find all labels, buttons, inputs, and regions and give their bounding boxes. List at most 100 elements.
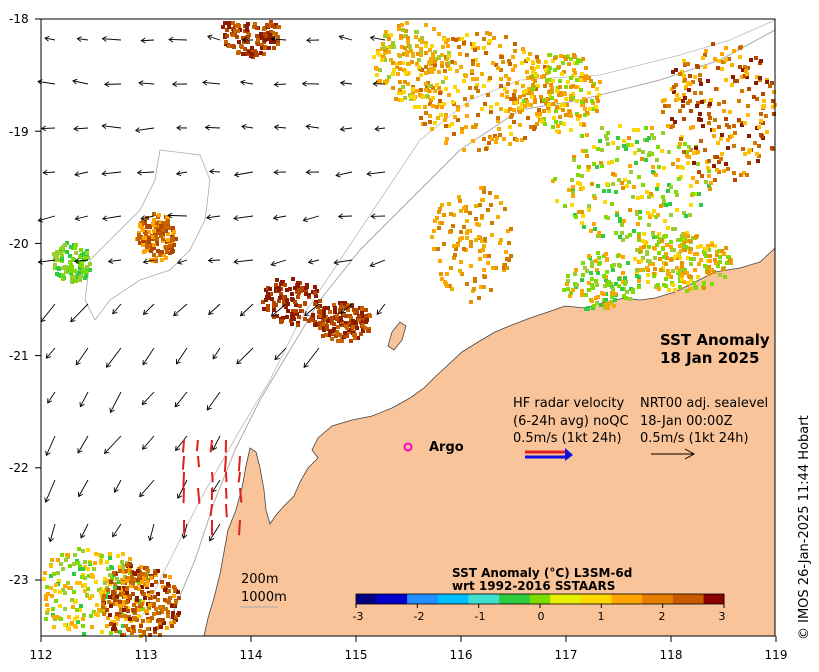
hf-legend-line2: (6-24h avg) noQC xyxy=(513,414,629,429)
sst-pixel xyxy=(587,204,591,208)
sst-pixel xyxy=(474,58,478,62)
colorbar xyxy=(355,593,725,608)
sst-pixel xyxy=(313,302,317,306)
sst-pixel xyxy=(685,150,689,154)
sst-pixel xyxy=(622,144,626,148)
sealevel-vector-head xyxy=(40,125,47,132)
sst-pixel xyxy=(161,607,165,611)
sst-pixel xyxy=(675,208,679,212)
sst-pixel xyxy=(708,116,712,120)
sst-pixel xyxy=(430,44,434,48)
sst-pixel xyxy=(747,87,751,91)
sst-pixel xyxy=(440,105,444,109)
sst-pixel xyxy=(53,266,57,270)
sst-pixel xyxy=(400,23,404,27)
sst-pixel xyxy=(771,99,775,103)
sealevel-legend-line2: 18-Jan 00:00Z xyxy=(640,414,733,429)
sst-pixel xyxy=(170,624,174,628)
sst-pixel xyxy=(126,627,130,631)
sst-pixel xyxy=(335,317,339,321)
sst-pixel xyxy=(397,91,401,95)
sst-pixel xyxy=(713,118,717,122)
sealevel-vector-head xyxy=(369,261,376,268)
hf-radar-vector xyxy=(181,455,185,470)
sst-pixel xyxy=(675,193,679,197)
sst-pixel xyxy=(53,589,57,593)
sst-pixel xyxy=(459,260,463,264)
sst-pixel xyxy=(398,88,402,92)
sst-pixel xyxy=(685,289,689,293)
sst-pixel xyxy=(411,92,415,96)
colorbar-subtitle: wrt 1992-2016 SSTAARS xyxy=(452,579,616,593)
sst-pixel xyxy=(576,58,580,62)
sst-pixel xyxy=(531,71,535,75)
sealevel-vector-head xyxy=(107,258,114,264)
sst-pixel xyxy=(564,85,568,89)
sst-pixel xyxy=(471,139,475,143)
sst-pixel xyxy=(740,75,744,79)
sst-pixel xyxy=(429,57,433,61)
sst-pixel xyxy=(153,627,157,631)
sst-pixel xyxy=(432,229,436,233)
sst-pixel xyxy=(146,627,150,631)
sst-pixel xyxy=(620,287,624,291)
sst-pixel xyxy=(703,65,707,69)
sst-pixel xyxy=(313,323,317,327)
sst-pixel xyxy=(691,176,695,180)
sst-pixel xyxy=(595,96,599,100)
sst-pixel xyxy=(471,62,475,66)
sst-pixel xyxy=(689,203,693,207)
sst-pixel xyxy=(73,624,77,628)
sealevel-vector xyxy=(114,479,122,493)
sst-pixel xyxy=(73,617,77,621)
sst-pixel xyxy=(361,323,365,327)
sst-pixel xyxy=(631,195,635,199)
sst-pixel xyxy=(475,83,479,87)
sst-pixel xyxy=(697,192,701,196)
sst-pixel xyxy=(70,598,74,602)
hf-radar-vector xyxy=(239,487,243,503)
sst-pixel xyxy=(109,631,113,635)
sst-pixel xyxy=(272,308,276,312)
sst-pixel xyxy=(684,85,688,89)
sst-pixel xyxy=(161,237,165,241)
sst-pixel xyxy=(102,612,106,616)
sst-pixel xyxy=(79,604,83,608)
sst-pixel xyxy=(474,238,478,242)
sst-pixel xyxy=(505,90,509,94)
sst-pixel xyxy=(108,573,112,577)
sst-pixel xyxy=(573,55,577,59)
sst-pixel xyxy=(737,118,741,122)
lat-tick-label: -18 xyxy=(9,12,29,26)
hf-radar-vector xyxy=(237,471,241,483)
sst-pixel xyxy=(110,566,114,570)
sst-pixel xyxy=(97,588,101,592)
sst-pixel xyxy=(267,36,271,40)
sst-pixel xyxy=(328,330,332,334)
sst-pixel xyxy=(392,45,396,49)
sst-pixel xyxy=(672,85,676,89)
sst-pixel xyxy=(723,275,727,279)
sst-pixel xyxy=(159,224,163,228)
sst-pixel xyxy=(644,158,648,162)
sst-pixel xyxy=(419,116,423,120)
sst-pixel xyxy=(119,609,123,613)
sst-pixel xyxy=(715,168,719,172)
sst-pixel xyxy=(128,557,132,561)
sst-pixel xyxy=(399,34,403,38)
sst-pixel xyxy=(383,58,387,62)
sst-pixel xyxy=(452,213,456,217)
sst-pixel xyxy=(665,243,669,247)
sst-pixel xyxy=(460,37,464,41)
sst-pixel xyxy=(755,97,759,101)
sst-pixel xyxy=(504,250,508,254)
sst-pixel xyxy=(360,307,364,311)
sst-pixel xyxy=(88,262,92,266)
sst-pixel xyxy=(504,35,508,39)
sst-pixel xyxy=(477,148,481,152)
sst-pixel xyxy=(415,44,419,48)
sst-pixel xyxy=(150,583,154,587)
sst-pixel xyxy=(145,224,149,228)
sst-pixel xyxy=(402,68,406,72)
sst-pixel xyxy=(604,278,608,282)
